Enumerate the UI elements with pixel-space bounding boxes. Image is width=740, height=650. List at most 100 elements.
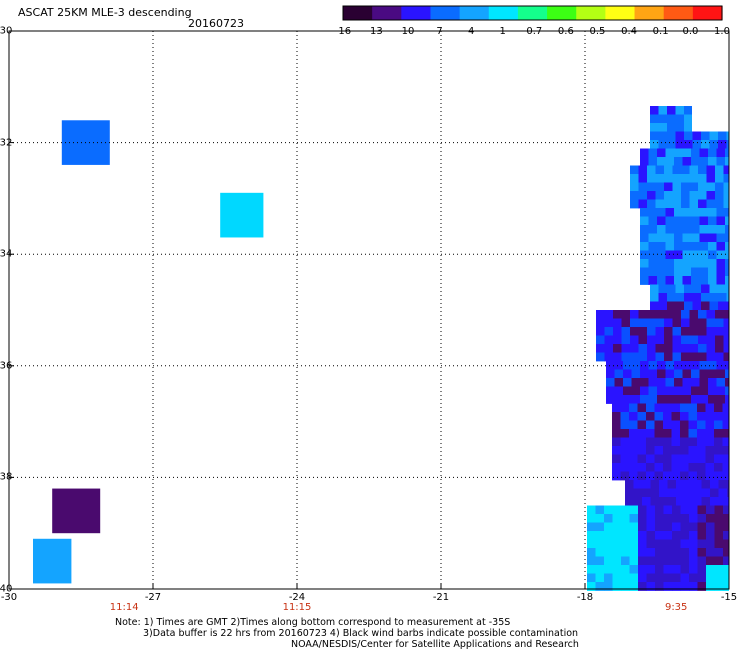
swath-cell: [647, 352, 656, 362]
swath-cell: [699, 216, 709, 226]
swath-cell: [657, 259, 666, 268]
swath-cell: [655, 335, 665, 345]
swath-cell: [682, 395, 692, 404]
swath-cell: [648, 267, 658, 277]
swath-cell: [706, 165, 716, 175]
swath-cell: [650, 131, 659, 141]
swath-cell: [648, 361, 658, 370]
swath-cell: [648, 276, 658, 285]
swath-cell: [640, 361, 649, 370]
swath-cell: [714, 556, 724, 566]
swath-cell: [657, 208, 666, 217]
swath-cell: [621, 522, 630, 532]
swath-cell: [692, 301, 702, 311]
swath-cell: [698, 335, 707, 345]
swath-cell: [698, 310, 707, 319]
swath-cell: [709, 140, 719, 149]
swath-cell: [716, 233, 726, 243]
swath-cell: [674, 157, 683, 166]
swath-cell: [638, 582, 647, 591]
swath-cell: [698, 191, 707, 200]
swath-cell: [657, 242, 666, 251]
swath-cell: [664, 182, 673, 192]
swath-cell: [664, 318, 673, 328]
swath-cell: [680, 573, 690, 583]
swath-cell: [697, 539, 707, 549]
swath-cell: [705, 446, 715, 455]
swath-cell: [640, 225, 649, 234]
swath-cell: [665, 225, 675, 234]
latitude-label: -36: [0, 360, 13, 372]
swath-cell: [595, 548, 605, 557]
swath-cell: [681, 199, 690, 209]
swath-cell: [612, 539, 622, 549]
swath-cell: [621, 318, 631, 328]
swath-cell: [698, 174, 707, 183]
swath-cell: [691, 242, 700, 251]
swath-cell: [587, 573, 596, 583]
swath-cell: [689, 505, 698, 515]
swath-cell: [697, 403, 706, 413]
swath-cell: [716, 250, 726, 260]
swath-cell: [663, 471, 672, 481]
swath-cell: [612, 463, 621, 472]
swath-cell: [655, 573, 664, 583]
swath-cell: [665, 148, 675, 158]
swath-cell: [650, 114, 659, 124]
swath-cell: [655, 565, 664, 574]
swath-cell: [667, 497, 677, 506]
swath-cell: [657, 378, 666, 387]
swath-cell: [705, 437, 715, 447]
swath-cell: [629, 454, 638, 464]
swath-cell: [638, 352, 648, 362]
swath-cell: [647, 199, 656, 209]
swath-cell: [614, 369, 624, 379]
swath-cell: [640, 276, 649, 285]
swath-cell: [612, 556, 622, 566]
swath-cell: [604, 565, 613, 574]
data-cell: [33, 538, 72, 584]
swath-cell: [689, 539, 698, 549]
swath-cell: [706, 199, 716, 209]
swath-cell: [620, 463, 630, 472]
swath-cell: [715, 165, 724, 175]
swath-cell: [698, 182, 707, 192]
swath-cell: [648, 369, 658, 379]
swath-cell: [657, 386, 666, 396]
swath-cell: [638, 539, 647, 549]
swath-cell: [621, 514, 630, 523]
swath-cell: [629, 412, 638, 421]
swath-cell: [706, 174, 716, 183]
swath-cell: [674, 267, 683, 277]
swath-cell: [714, 412, 723, 421]
swath-cell: [705, 412, 715, 421]
swath-cell: [675, 131, 685, 141]
swath-cell: [681, 174, 690, 183]
swath-cell: [672, 318, 682, 328]
swath-cell: [697, 514, 707, 523]
swath-cell: [629, 539, 639, 549]
swath-cell: [706, 335, 716, 345]
swath-cell: [631, 369, 641, 379]
latitude-label: -38: [0, 471, 13, 483]
swath-cell: [706, 182, 716, 192]
swath-cell: [716, 395, 726, 404]
swath-cell: [708, 157, 717, 166]
swath-cell: [727, 480, 729, 489]
swath-cell: [716, 216, 726, 226]
swath-cell: [705, 454, 715, 464]
swath-cell: [638, 199, 648, 209]
swath-cell: [697, 565, 707, 574]
swath-cell: [682, 276, 692, 285]
swath-cell: [659, 480, 668, 489]
colorbar: [342, 5, 723, 21]
swath-cell: [699, 361, 709, 370]
swath-cell: [684, 140, 693, 149]
swath-cell: [648, 157, 658, 166]
swath-cell: [671, 412, 681, 421]
swath-cell: [663, 573, 673, 583]
swath-cell: [705, 429, 715, 438]
swath-cell: [689, 310, 699, 319]
swath-cell: [714, 471, 723, 481]
swath-cell: [665, 276, 675, 285]
